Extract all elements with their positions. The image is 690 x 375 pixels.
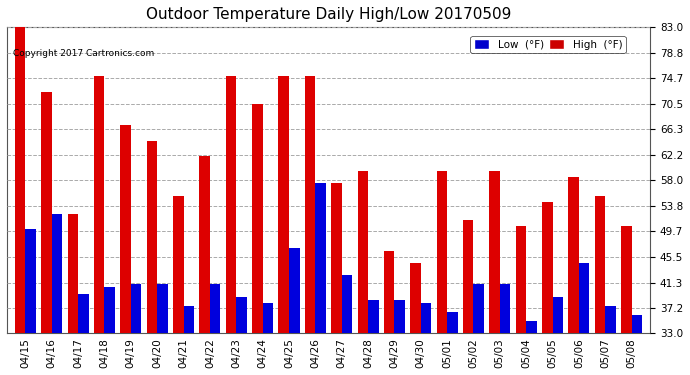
Bar <box>463 220 473 333</box>
Legend: Low  (°F), High  (°F): Low (°F), High (°F) <box>471 36 626 52</box>
Bar <box>447 312 457 333</box>
Bar <box>421 303 431 333</box>
Bar <box>315 183 326 333</box>
Bar <box>236 297 247 333</box>
Bar <box>542 202 553 333</box>
Bar <box>569 177 579 333</box>
Bar <box>289 248 299 333</box>
Bar <box>210 284 220 333</box>
Bar <box>15 27 26 333</box>
Bar <box>526 321 537 333</box>
Bar <box>411 263 421 333</box>
Bar <box>173 196 184 333</box>
Bar <box>147 141 157 333</box>
Bar <box>131 284 141 333</box>
Bar <box>120 125 131 333</box>
Bar <box>384 251 395 333</box>
Bar <box>595 196 605 333</box>
Bar <box>473 284 484 333</box>
Bar <box>252 104 263 333</box>
Bar <box>395 300 405 333</box>
Bar <box>68 214 78 333</box>
Bar <box>621 226 631 333</box>
Bar <box>605 306 615 333</box>
Bar <box>342 275 352 333</box>
Bar <box>305 76 315 333</box>
Bar <box>94 76 104 333</box>
Bar <box>52 214 62 333</box>
Bar <box>26 229 36 333</box>
Bar <box>357 171 368 333</box>
Bar <box>157 284 168 333</box>
Bar <box>41 92 52 333</box>
Bar <box>631 315 642 333</box>
Bar <box>331 183 342 333</box>
Bar <box>78 294 88 333</box>
Bar <box>437 171 447 333</box>
Bar <box>226 76 236 333</box>
Bar <box>104 287 115 333</box>
Bar <box>184 306 194 333</box>
Bar <box>489 171 500 333</box>
Bar <box>500 284 511 333</box>
Bar <box>579 263 589 333</box>
Bar <box>515 226 526 333</box>
Bar <box>368 300 379 333</box>
Bar <box>279 76 289 333</box>
Bar <box>263 303 273 333</box>
Bar <box>553 297 563 333</box>
Bar <box>199 156 210 333</box>
Text: Copyright 2017 Cartronics.com: Copyright 2017 Cartronics.com <box>13 49 155 58</box>
Title: Outdoor Temperature Daily High/Low 20170509: Outdoor Temperature Daily High/Low 20170… <box>146 7 511 22</box>
